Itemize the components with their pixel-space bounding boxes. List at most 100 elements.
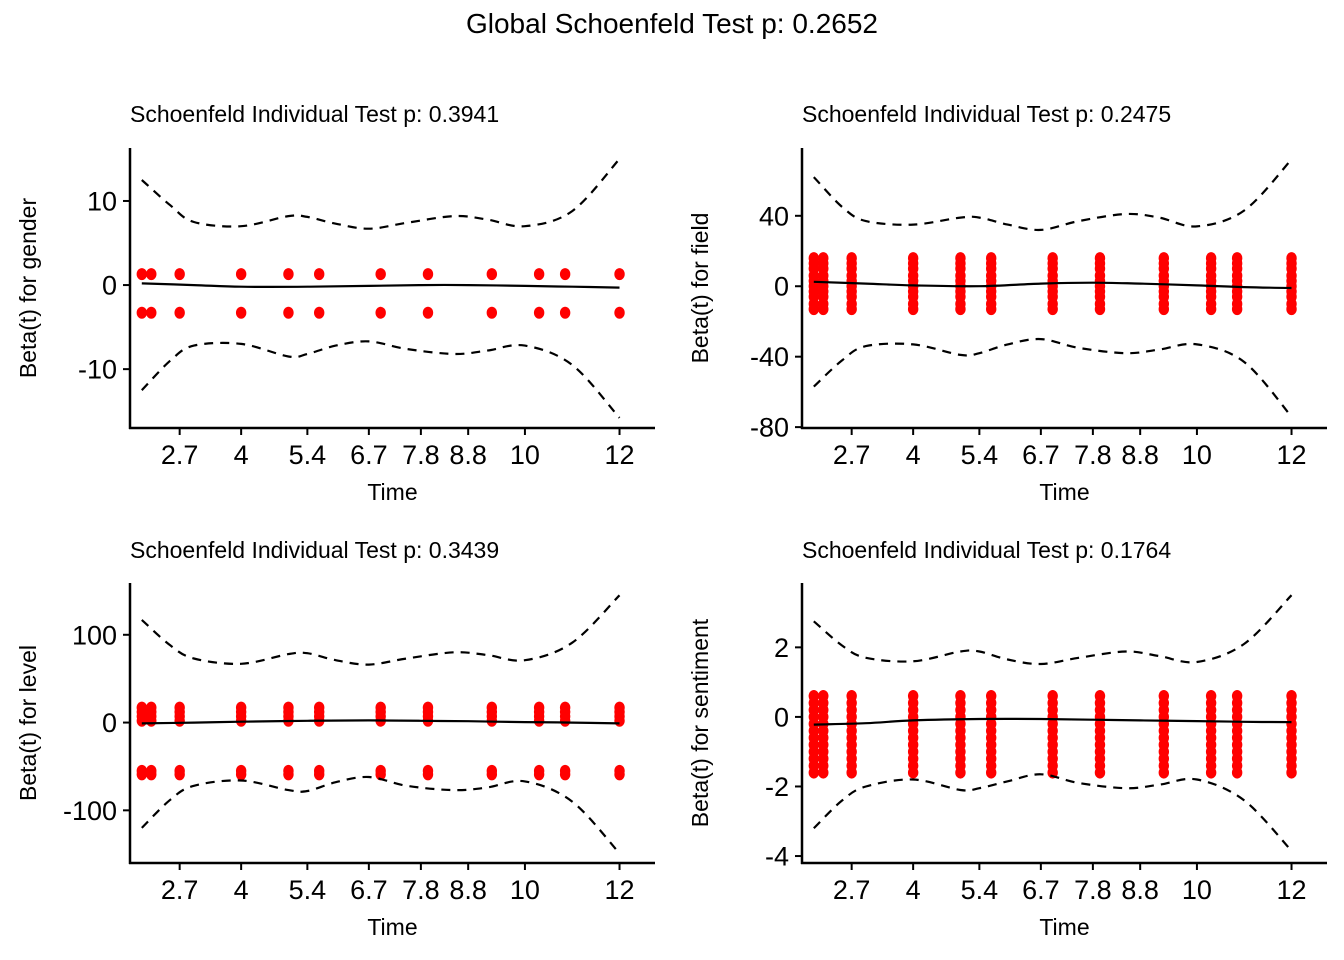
upper-confidence-band (813, 158, 1293, 232)
y-axis-title: Beta(t) for sentiment (687, 618, 713, 827)
upper-confidence-band (141, 594, 621, 666)
x-tick-label: 4 (906, 440, 921, 470)
panel-title: Schoenfeld Individual Test p: 0.3941 (130, 101, 499, 127)
residual-point (614, 306, 625, 319)
residual-point (136, 306, 148, 319)
residual-point (818, 766, 829, 779)
x-tick-label: 12 (1277, 875, 1307, 905)
lower-confidence-band (813, 773, 1293, 852)
x-tick-label: 6.7 (1022, 875, 1060, 905)
residual-point (846, 303, 857, 316)
residual-point (136, 714, 148, 727)
residual-point (559, 714, 571, 727)
residual-point (808, 303, 820, 316)
x-tick-label: 12 (605, 875, 635, 905)
residual-point (1158, 766, 1170, 779)
x-tick-label: 8.8 (449, 875, 487, 905)
upper-confidence-band (141, 158, 621, 230)
residual-point (136, 268, 148, 281)
x-tick-label: 12 (605, 440, 635, 470)
x-tick-label: 5.4 (289, 875, 327, 905)
lower-confidence-band (813, 337, 1293, 418)
y-axis-title: Beta(t) for level (15, 645, 41, 801)
residual-point (1094, 303, 1106, 316)
fitted-beta-line (141, 282, 620, 289)
x-tick-label: 7.8 (1074, 440, 1112, 470)
residual-point (955, 303, 966, 316)
residual-point (283, 268, 294, 281)
residual-point (559, 268, 571, 281)
residual-point (313, 768, 325, 781)
panel-2: Schoenfeld Individual Test p: 0.2475 2.7 4… (687, 101, 1327, 505)
y-tick-label: 0 (774, 702, 789, 732)
x-tick-label: 12 (1277, 440, 1307, 470)
residual-point (907, 766, 919, 779)
residual-point (818, 303, 829, 316)
x-tick-label: 5.4 (961, 440, 999, 470)
residual-point (146, 268, 157, 281)
x-tick-label: 2.7 (833, 875, 871, 905)
x-tick-label: 10 (510, 875, 540, 905)
residual-point (283, 768, 294, 781)
x-tick-label: 7.8 (1074, 875, 1112, 905)
y-tick-label: 2 (774, 633, 789, 663)
panel-1: Schoenfeld Individual Test p: 0.3941 2.7 4… (15, 101, 655, 505)
lower-confidence-band (141, 340, 621, 419)
residual-points (136, 268, 625, 319)
residual-point (486, 268, 498, 281)
residual-point (174, 714, 185, 727)
residual-point (486, 306, 498, 319)
x-tick-label: 4 (906, 875, 921, 905)
y-tick-label: -80 (750, 413, 789, 443)
residual-point (1205, 766, 1217, 779)
residual-point (422, 768, 434, 781)
figure-title: Global Schoenfeld Test p: 0.2652 (466, 8, 878, 39)
x-tick-label: 2.7 (833, 440, 871, 470)
y-tick-label: -2 (765, 772, 789, 802)
fitted-beta-line (141, 719, 620, 725)
residual-point (1047, 303, 1058, 316)
residual-point (174, 768, 185, 781)
x-tick-label: 10 (1182, 875, 1212, 905)
x-tick-label: 7.8 (402, 440, 440, 470)
residual-point (1231, 303, 1243, 316)
fitted-beta-line (813, 280, 1292, 290)
residual-point (422, 306, 434, 319)
upper-confidence-band (813, 594, 1293, 666)
x-tick-label: 10 (1182, 440, 1212, 470)
residual-point (1205, 303, 1217, 316)
x-axis-title: Time (1039, 914, 1089, 940)
x-tick-label: 4 (234, 875, 249, 905)
residual-point (533, 768, 545, 781)
residual-point (313, 306, 325, 319)
x-tick-label: 6.7 (1022, 440, 1060, 470)
y-tick-label: 0 (102, 708, 117, 738)
residual-point (559, 768, 571, 781)
y-axis-title: Beta(t) for field (687, 213, 713, 364)
x-axis-title: Time (367, 479, 417, 505)
panel-grid: Schoenfeld Individual Test p: 0.3941 2.7 4… (15, 101, 1327, 940)
x-tick-label: 7.8 (402, 875, 440, 905)
residual-point (907, 303, 919, 316)
y-tick-label: -4 (765, 842, 789, 872)
panel-title: Schoenfeld Individual Test p: 0.1764 (802, 537, 1171, 563)
x-tick-label: 5.4 (289, 440, 327, 470)
residual-point (486, 768, 498, 781)
residual-point (174, 268, 185, 281)
residual-point (614, 714, 625, 727)
panel-4: Schoenfeld Individual Test p: 0.1764 2.7 4… (687, 537, 1327, 940)
x-axis-title: Time (1039, 479, 1089, 505)
y-tick-label: -40 (750, 342, 789, 372)
residual-point (375, 306, 386, 319)
x-tick-label: 5.4 (961, 875, 999, 905)
y-tick-label: 10 (87, 186, 117, 216)
x-tick-label: 6.7 (350, 875, 388, 905)
residual-point (1158, 303, 1170, 316)
x-tick-label: 6.7 (350, 440, 388, 470)
residual-point (614, 268, 625, 281)
x-tick-label: 8.8 (1121, 875, 1159, 905)
residual-point (422, 268, 434, 281)
y-tick-label: -100 (63, 796, 117, 826)
residual-point (985, 766, 997, 779)
